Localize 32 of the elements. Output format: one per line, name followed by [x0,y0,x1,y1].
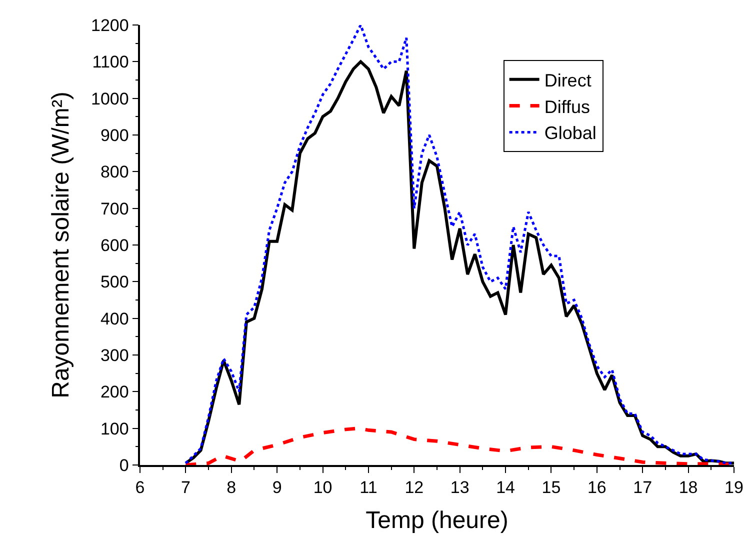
x-tick-label: 10 [313,478,332,498]
x-axis-title: Temp (heure) [366,506,508,534]
y-tick-label: 1100 [92,52,129,72]
x-tick-label: 12 [404,478,424,498]
x-tick-label: 14 [496,478,515,498]
y-tick-label: 200 [100,382,129,402]
y-tick-label: 300 [100,346,129,365]
y-tick-label: 400 [100,309,129,328]
y-tick-label: 1200 [91,16,129,35]
x-tick-label: 13 [450,478,470,498]
x-tick-label: 16 [587,478,606,498]
x-tick-label: 17 [633,478,652,498]
y-tick-label: 0 [119,456,129,475]
y-tick-label: 1000 [91,89,129,108]
x-tick-label: 8 [226,478,236,498]
x-tick-label: 18 [678,478,698,498]
x-tick-label: 7 [180,478,190,498]
legend-label: Diffus [544,96,590,117]
legend-label: Global [544,123,596,144]
y-tick-label: 800 [100,162,129,182]
y-axis-title: Rayonnement solaire (W/m²) [48,92,75,398]
legend-label: Direct [544,70,592,90]
x-tick-label: 6 [135,478,145,498]
y-tick-label: 900 [100,126,129,145]
x-tick-label: 19 [724,478,744,498]
y-tick-label: 600 [100,236,129,255]
x-tick-label: 9 [272,478,282,498]
y-tick-label: 700 [100,199,129,218]
x-tick-label: 15 [542,478,561,498]
x-tick-label: 11 [360,478,378,498]
y-tick-label: 500 [100,272,129,292]
y-tick-label: 100 [100,419,129,438]
